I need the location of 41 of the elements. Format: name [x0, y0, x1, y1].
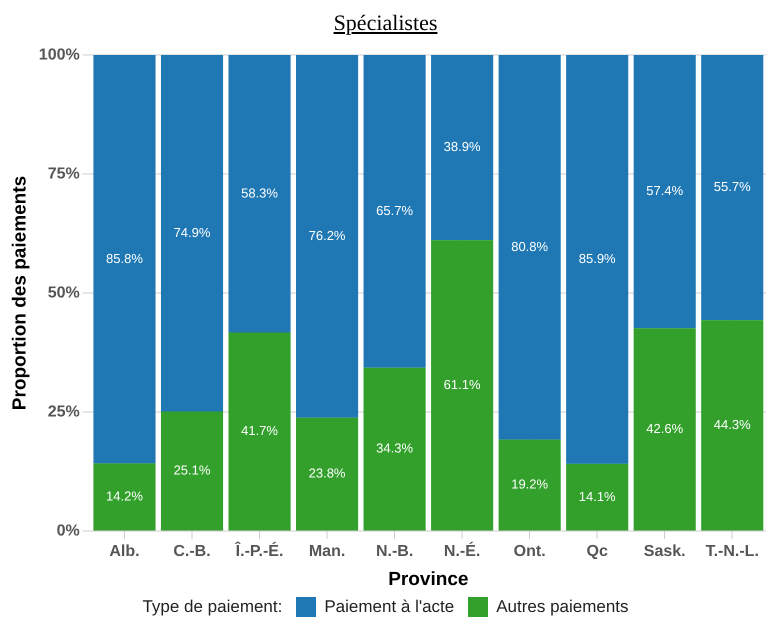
data-label: 74.9%: [174, 224, 211, 240]
data-label: 14.2%: [106, 488, 144, 504]
data-label: 25.1%: [174, 462, 211, 478]
x-tick-label: N.-É.: [444, 541, 480, 560]
data-label: 80.8%: [511, 238, 549, 254]
x-tick-label: Î.-P.-É.: [234, 541, 284, 560]
data-label: 65.7%: [376, 202, 414, 218]
data-label: 38.9%: [444, 139, 481, 154]
y-tick-label: 25%: [48, 403, 80, 420]
x-tick-label: Ont.: [514, 543, 546, 560]
data-label: 85.9%: [578, 251, 616, 266]
y-tick-label: 50%: [48, 284, 80, 302]
y-axis-title: Proportion des paiements: [10, 176, 31, 410]
data-label: 76.2%: [308, 228, 346, 243]
data-label: 57.4%: [646, 183, 684, 198]
data-label: 42.6%: [646, 420, 684, 436]
y-tick-label: 75%: [48, 165, 80, 182]
x-tick-label: C.-B.: [173, 543, 211, 560]
x-tick-label: Qc: [586, 543, 608, 560]
chart-title: Spécialistes: [332, 10, 438, 37]
data-label: 61.1%: [444, 376, 481, 392]
x-tick-label: Man.: [308, 543, 346, 560]
data-label: 14.1%: [578, 488, 616, 504]
data-label: 58.3%: [241, 185, 278, 200]
data-label: 19.2%: [511, 476, 549, 492]
y-tick-label: 0%: [56, 522, 80, 540]
data-label: 41.7%: [241, 423, 278, 438]
data-label: 85.8%: [106, 250, 144, 266]
legend-label: Paiement à l'acte: [324, 597, 454, 617]
legend-label: Autres paiements: [496, 597, 629, 617]
x-tick-label: T.-N.-L.: [706, 543, 759, 560]
legend-title: Type de paiement:: [142, 597, 282, 617]
data-label: 55.7%: [714, 179, 752, 194]
y-tick-label: 100%: [38, 46, 80, 64]
data-label: 44.3%: [714, 416, 752, 432]
x-tick-label: Sask.: [644, 543, 686, 560]
x-tick-label: Alb.: [109, 543, 140, 560]
x-tick-label: N.-B.: [376, 543, 414, 560]
x-axis-title: Province: [388, 568, 468, 590]
data-label: 23.8%: [308, 466, 346, 481]
data-label: 34.3%: [376, 440, 414, 456]
